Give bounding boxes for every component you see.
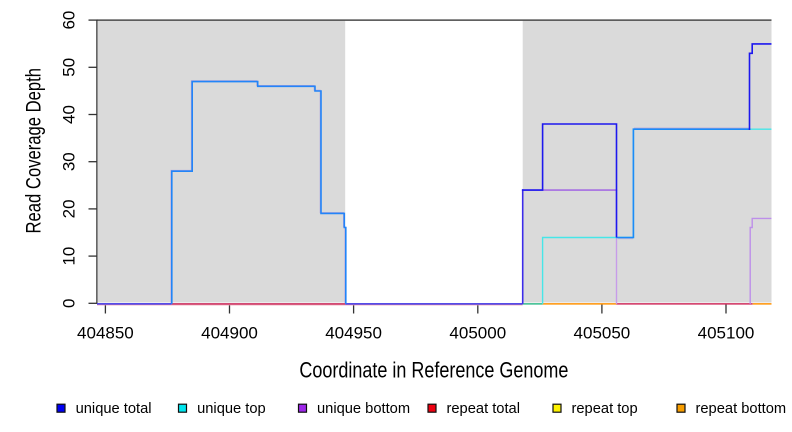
svg-text:unique bottom: unique bottom	[317, 401, 410, 417]
svg-text:405100: 405100	[698, 324, 755, 343]
svg-text:405050: 405050	[574, 324, 631, 343]
svg-text:404850: 404850	[77, 324, 134, 343]
svg-text:Coordinate in Reference Genome: Coordinate in Reference Genome	[299, 357, 568, 382]
svg-text:0: 0	[60, 299, 79, 308]
svg-text:40: 40	[60, 105, 79, 124]
svg-text:405000: 405000	[449, 324, 506, 343]
svg-text:10: 10	[60, 247, 79, 266]
svg-text:unique top: unique top	[197, 401, 266, 417]
svg-text:repeat bottom: repeat bottom	[696, 401, 787, 417]
svg-text:repeat top: repeat top	[572, 401, 638, 417]
svg-text:404950: 404950	[325, 324, 382, 343]
svg-text:unique total: unique total	[76, 401, 152, 417]
svg-text:20: 20	[60, 199, 79, 218]
svg-text:30: 30	[60, 152, 79, 171]
svg-text:50: 50	[60, 58, 79, 77]
svg-text:60: 60	[60, 11, 79, 30]
svg-text:404900: 404900	[201, 324, 258, 343]
svg-text:Read Coverage Depth: Read Coverage Depth	[22, 68, 46, 234]
svg-text:repeat total: repeat total	[447, 401, 521, 417]
